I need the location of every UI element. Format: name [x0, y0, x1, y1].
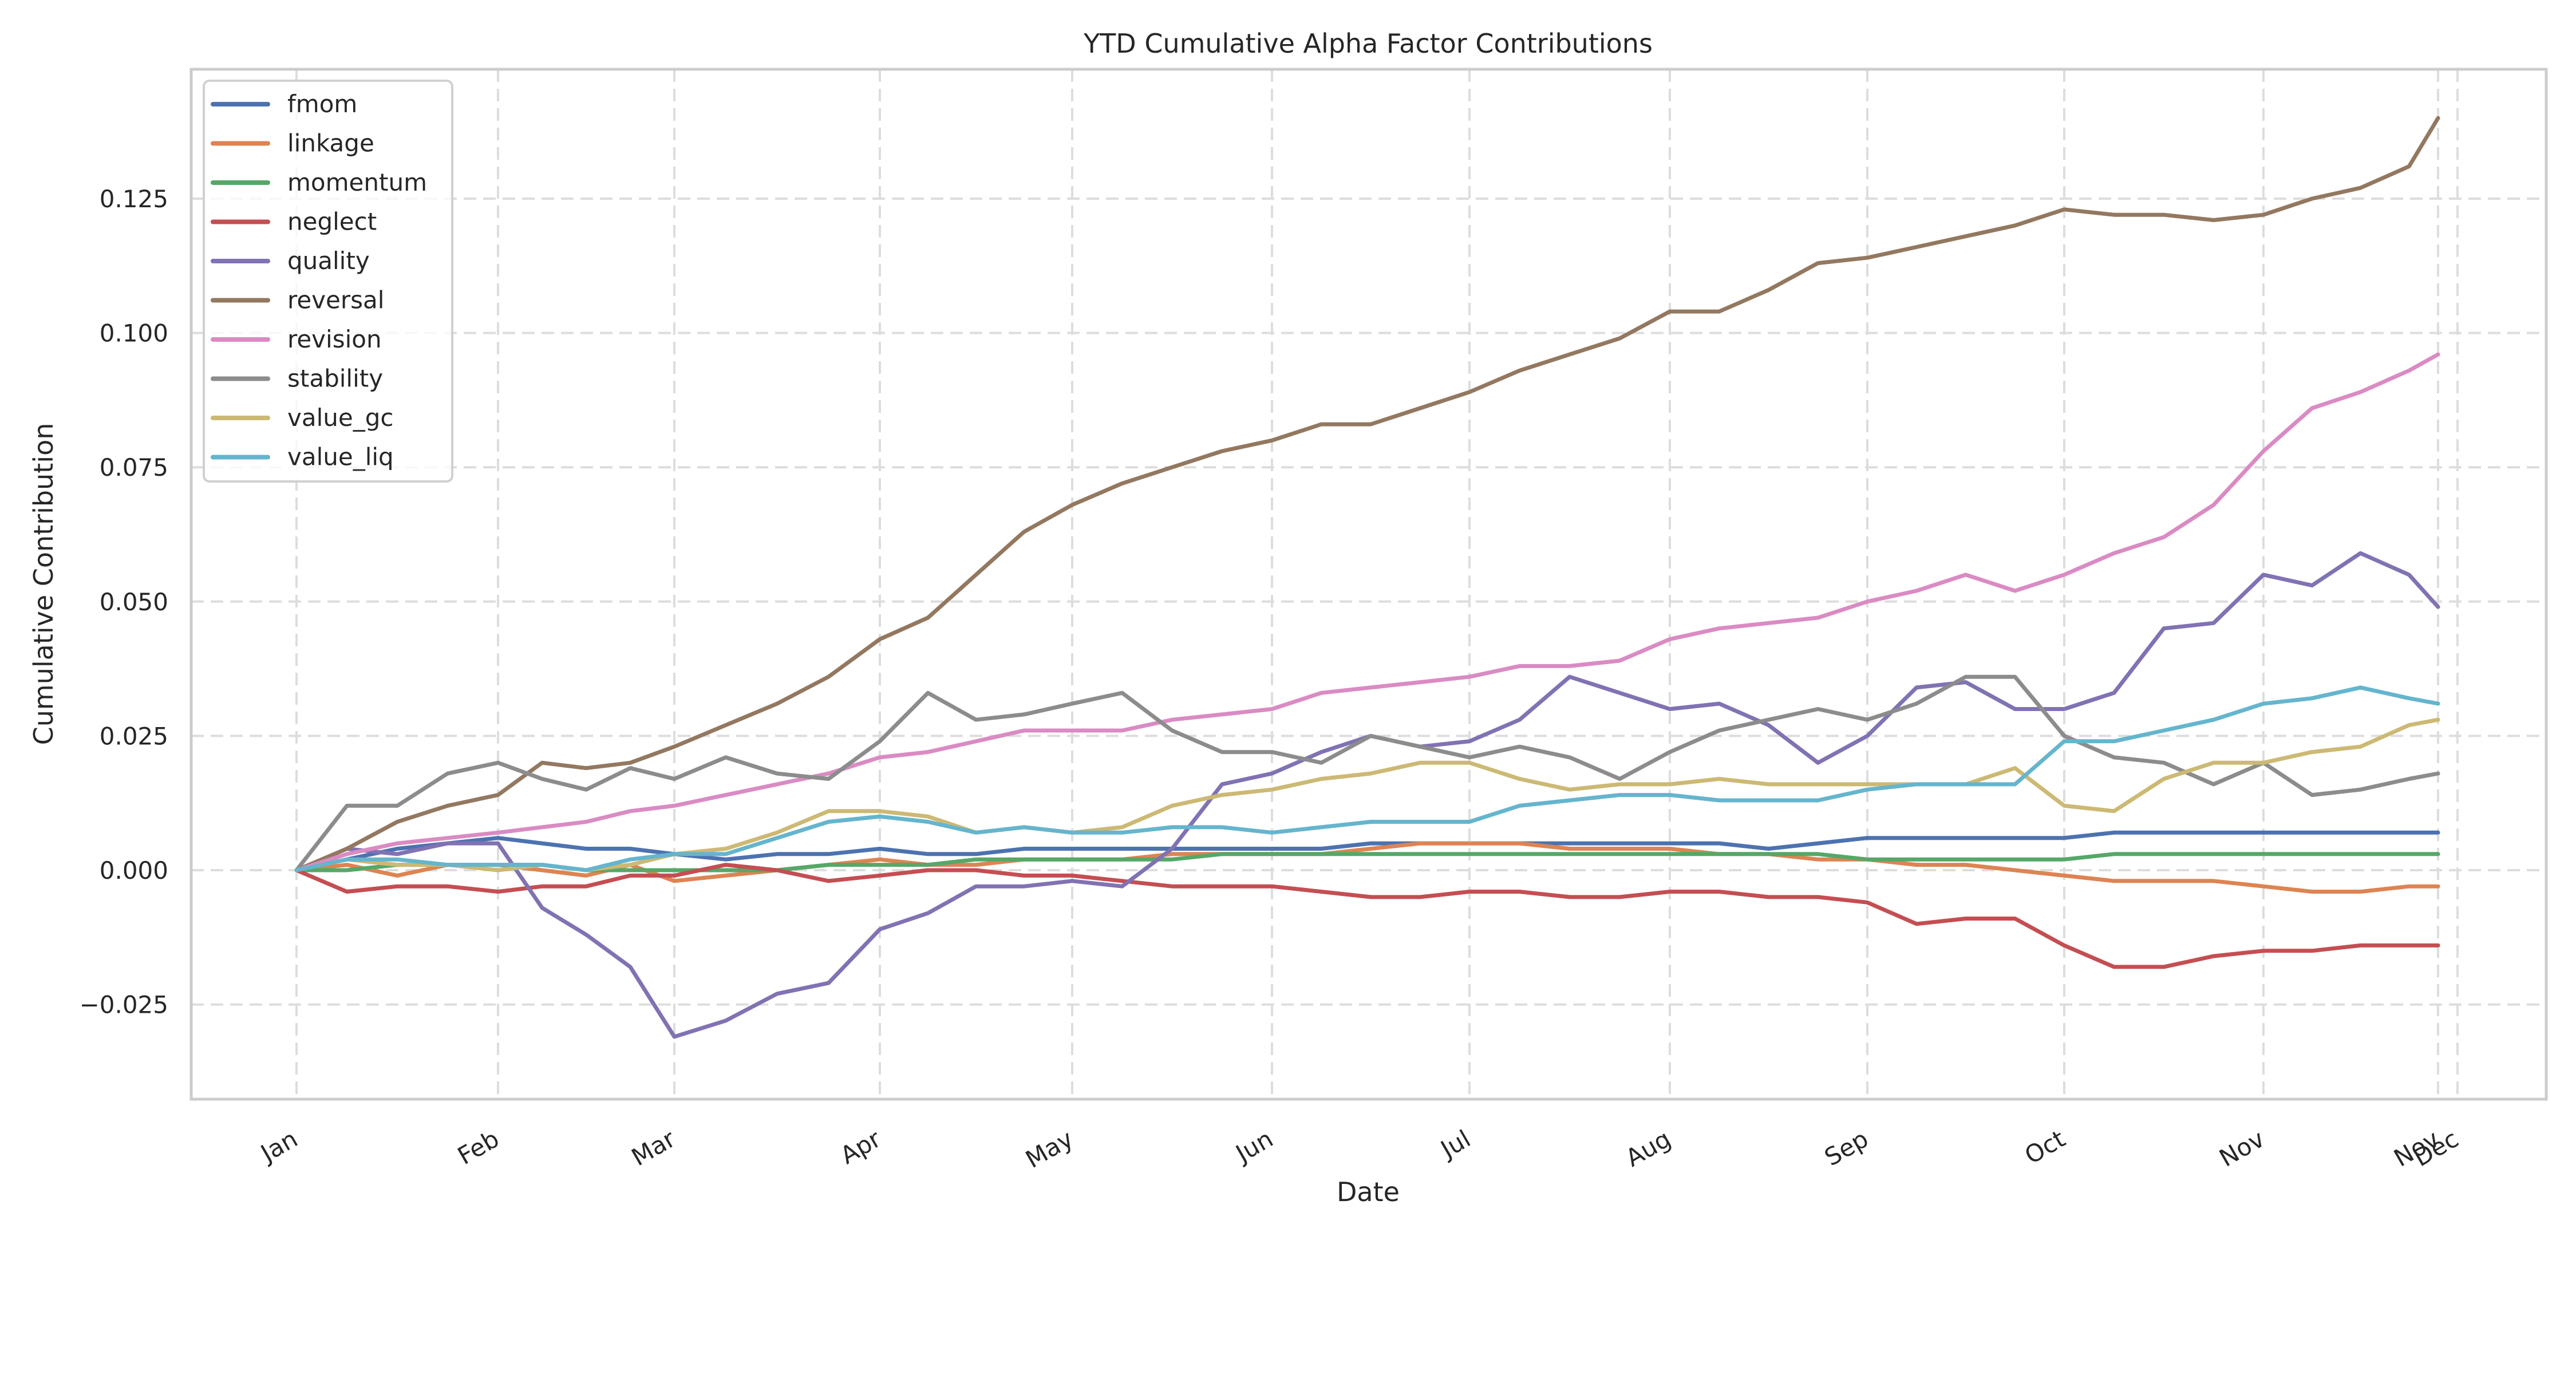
y-tick-label: 0.075 [100, 453, 168, 481]
series-lines [294, 116, 2440, 1039]
legend-label-linkage: linkage [287, 129, 374, 157]
axes-frame [189, 68, 2548, 1101]
y-tick-label: 0.125 [100, 185, 168, 213]
y-tick-label: 0.050 [100, 588, 168, 616]
legend-label-revision: revision [287, 325, 382, 353]
y-tick-label: −0.025 [80, 991, 168, 1019]
series-line-fmom [294, 830, 2440, 872]
legend-label-neglect: neglect [287, 208, 377, 236]
series-line-neglect [294, 863, 2440, 969]
y-axis-label: Cumulative Contribution [28, 423, 59, 745]
legend-label-quality: quality [287, 247, 370, 275]
series-line-revision [294, 352, 2440, 872]
series-line-stability [294, 674, 2440, 872]
series-line-momentum [294, 852, 2440, 872]
legend-label-momentum: momentum [287, 168, 427, 196]
series-line-reversal [294, 116, 2440, 872]
y-tick-label: 0.025 [100, 722, 168, 750]
chart-title: YTD Cumulative Alpha Factor Contribution… [1083, 28, 1653, 59]
series-line-value_gc [294, 717, 2440, 872]
y-tick-label: 0.100 [100, 319, 168, 348]
legend-label-reversal: reversal [287, 286, 384, 314]
y-axis-ticks: −0.025 0.000 0.025 0.050 0.075 0.100 0.125 [80, 185, 168, 1019]
series-line-value_liq [294, 685, 2440, 872]
x-axis-label: Date [1337, 1176, 1400, 1207]
legend: fmom linkage momentum neglect quality reversa… [203, 80, 453, 483]
legend-label-value_gc: value_gc [287, 404, 393, 432]
legend-label-value_liq: value_liq [287, 443, 394, 471]
legend-label-fmom: fmom [287, 90, 357, 118]
legend-label-stability: stability [287, 365, 383, 393]
y-tick-label: 0.000 [100, 856, 168, 885]
